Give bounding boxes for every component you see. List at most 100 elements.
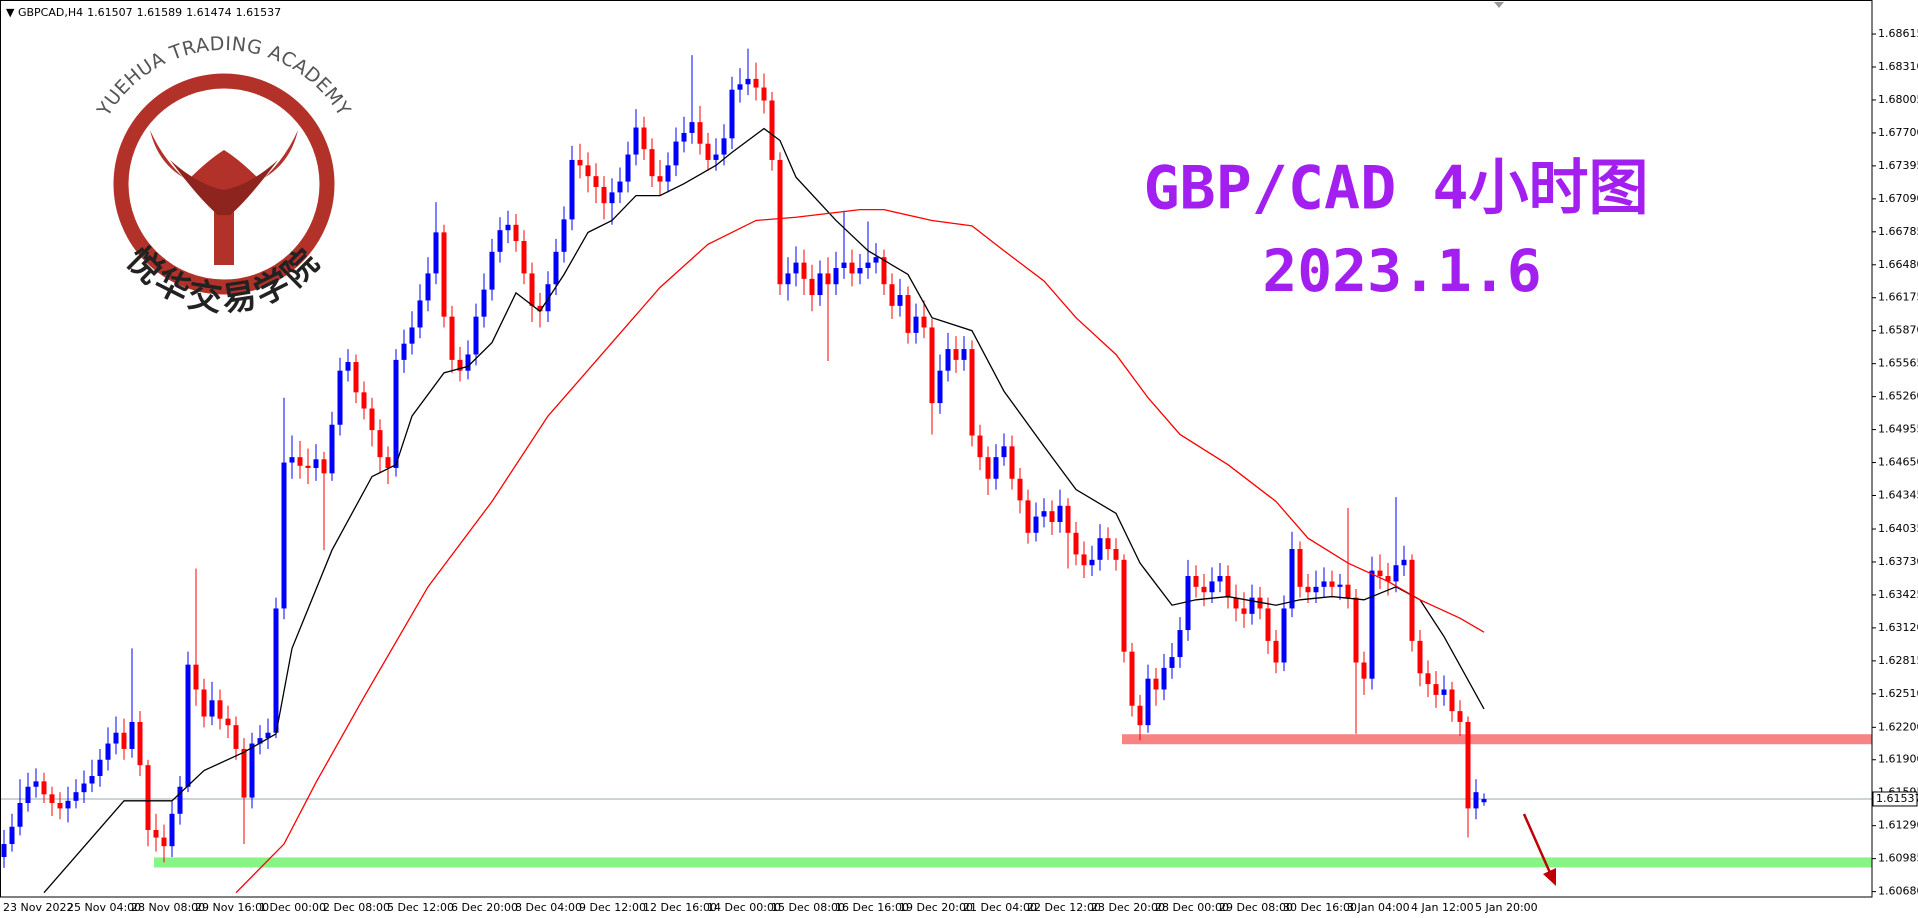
candle-body [481, 289, 487, 317]
candle-body [1297, 549, 1303, 587]
forecast-arrow [1522, 813, 1556, 886]
candle-body [513, 224, 519, 242]
candle-body [1465, 721, 1471, 809]
candle-body [385, 457, 391, 468]
y-tick-label: 1.60985 [1878, 852, 1918, 865]
y-tick-label: 1.63425 [1878, 588, 1918, 601]
x-tick-label: 4 Jan 12:00 [1411, 901, 1474, 914]
y-tick-label: 1.64650 [1878, 456, 1918, 469]
candle-body [817, 273, 823, 296]
candle-body [593, 176, 599, 187]
candle-body [1409, 559, 1415, 641]
candle-body [1009, 446, 1015, 479]
candle-body [121, 732, 127, 749]
y-tick-label: 1.61290 [1878, 819, 1918, 832]
x-tick-label: 25 Nov 04:00 [67, 901, 141, 914]
x-tick-label: 29 Dec 08:00 [1219, 901, 1293, 914]
candle-body [353, 362, 359, 393]
candle-body [561, 219, 567, 252]
candle-body [233, 725, 239, 749]
candle-body [793, 262, 799, 274]
candle-body [1361, 662, 1367, 679]
candle-body [1385, 576, 1391, 582]
candle-body [9, 826, 15, 845]
candle-body [57, 802, 63, 809]
candle-body [977, 435, 983, 458]
candle-body [1169, 657, 1175, 668]
price-zone [154, 857, 1872, 868]
candle-body [329, 424, 335, 474]
candle-body [1073, 532, 1079, 555]
candle-body [217, 700, 223, 719]
logo-symbol-inner [170, 160, 278, 215]
candle-body [769, 100, 775, 160]
candle-body [417, 300, 423, 328]
price-zone [1122, 734, 1872, 745]
plot-area [0, 48, 1872, 894]
x-tick-label: 23 Nov 2022 [3, 901, 73, 914]
y-tick-label: 1.67700 [1878, 126, 1918, 139]
candle-body [1017, 478, 1023, 501]
y-tick-label: 1.62200 [1878, 720, 1918, 733]
candle-body [1193, 576, 1199, 587]
candle-body [1113, 549, 1119, 560]
candle-body [393, 359, 399, 468]
candle-body [137, 721, 143, 766]
x-tick-label: 22 Dec 12:00 [1027, 901, 1101, 914]
candle-body [73, 792, 79, 801]
x-tick-label: 28 Dec 00:00 [1155, 901, 1229, 914]
candle-body [633, 127, 639, 155]
candle-body [273, 608, 279, 733]
candle-body [449, 316, 455, 360]
candle-body [809, 278, 815, 296]
candle-body [865, 262, 871, 269]
candle-body [1001, 446, 1007, 458]
candle-body [1177, 630, 1183, 658]
candle-body [129, 721, 135, 749]
candle-body [257, 738, 263, 744]
candle-body [1057, 505, 1063, 522]
candle-body [1217, 576, 1223, 582]
candle-body [921, 316, 927, 328]
candle-body [1089, 559, 1095, 566]
candle-body [777, 159, 783, 285]
header-arrow: ▼ [6, 6, 18, 19]
candle-body [1105, 538, 1111, 550]
candle-body [529, 273, 535, 306]
y-tick-label: 1.62815 [1878, 654, 1918, 667]
y-tick-label: 1.64955 [1878, 423, 1918, 436]
x-tick-label: 16 Dec 16:00 [835, 901, 909, 914]
y-tick-label: 1.63730 [1878, 555, 1918, 568]
candle-body [49, 794, 55, 803]
x-tick-label: 8 Dec 04:00 [515, 901, 582, 914]
x-tick-label: 14 Dec 00:00 [707, 901, 781, 914]
candle-body [697, 122, 703, 144]
candle-body [1425, 673, 1431, 685]
candle-body [1473, 792, 1479, 809]
candle-body [113, 732, 119, 744]
candle-body [1225, 576, 1231, 598]
candle-body [1377, 570, 1383, 577]
candle-body [1153, 678, 1159, 690]
candle-body [953, 349, 959, 360]
candle-body [1313, 586, 1319, 593]
candle-body [489, 251, 495, 290]
y-tick-label: 1.66175 [1878, 291, 1918, 304]
candle-body [1393, 565, 1399, 582]
header-low: 1.61474 [186, 6, 232, 19]
header-high: 1.61589 [137, 6, 183, 19]
candle-body [201, 689, 207, 717]
candle-body [289, 457, 295, 463]
candle-body [553, 251, 559, 285]
x-tick-label: 19 Dec 20:00 [899, 901, 973, 914]
plot-frame [0, 0, 1873, 898]
candle-body [833, 268, 839, 285]
candle-body [345, 362, 351, 371]
candle-body [1273, 640, 1279, 663]
candle-body [1241, 608, 1247, 614]
candle-body [545, 284, 551, 312]
candle-body [721, 138, 727, 155]
y-tick-label: 1.61900 [1878, 753, 1918, 766]
candle-body [665, 165, 671, 182]
candle-body [1353, 597, 1359, 663]
